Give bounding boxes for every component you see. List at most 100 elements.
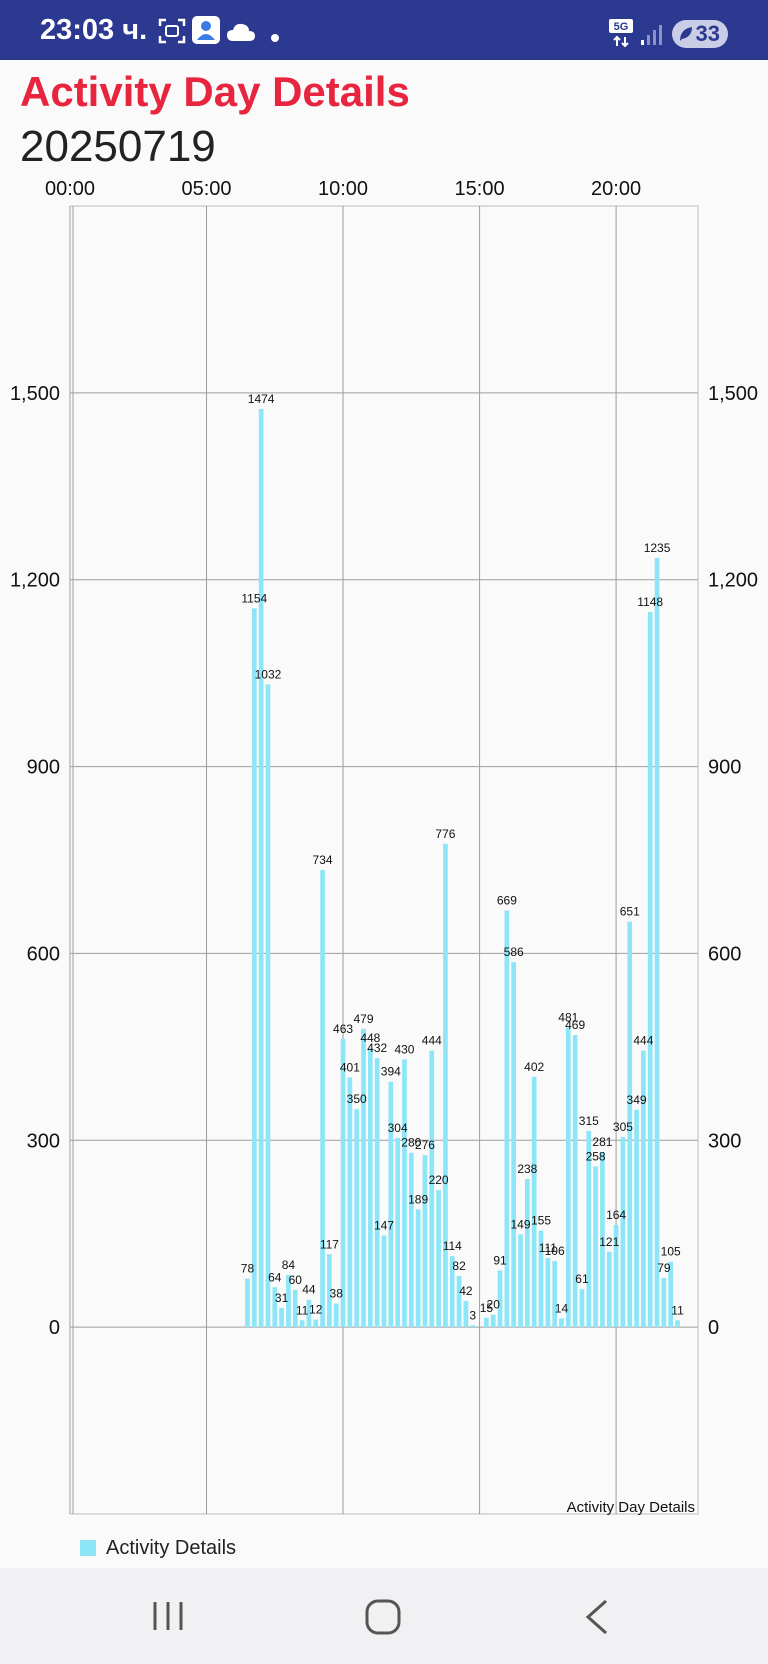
bar[interactable] xyxy=(422,1155,428,1328)
bar[interactable] xyxy=(675,1320,680,1328)
bar[interactable] xyxy=(402,1059,407,1328)
back-icon xyxy=(585,1599,607,1635)
chart-description: Activity Day Details xyxy=(567,1499,695,1516)
bar[interactable] xyxy=(641,1050,646,1328)
bar[interactable] xyxy=(620,1137,626,1328)
bar[interactable] xyxy=(606,1251,612,1328)
bar[interactable] xyxy=(600,1152,605,1328)
bar[interactable] xyxy=(518,1234,523,1328)
bar[interactable] xyxy=(565,1027,571,1328)
bar[interactable] xyxy=(593,1166,598,1328)
bar[interactable] xyxy=(613,1224,619,1328)
bar-value-label: 14 xyxy=(555,1301,569,1315)
bar[interactable] xyxy=(327,1254,332,1328)
bar[interactable] xyxy=(374,1058,380,1328)
chart-bars xyxy=(245,409,680,1328)
bar-value-label: 586 xyxy=(504,945,524,959)
bar-value-label: 3 xyxy=(469,1308,476,1322)
bar[interactable] xyxy=(333,1303,339,1328)
bar[interactable] xyxy=(449,1256,455,1328)
bar[interactable] xyxy=(340,1038,346,1328)
bar-value-label: 64 xyxy=(268,1270,282,1284)
bar[interactable] xyxy=(251,608,257,1328)
bar[interactable] xyxy=(279,1307,284,1328)
bar-value-label: 78 xyxy=(241,1262,255,1276)
bar[interactable] xyxy=(292,1289,298,1328)
bar-value-label: 349 xyxy=(627,1093,647,1107)
bar-value-label: 463 xyxy=(333,1022,353,1036)
bar[interactable] xyxy=(395,1137,401,1328)
bar[interactable] xyxy=(504,910,510,1328)
bar[interactable] xyxy=(367,1048,373,1328)
bar-value-label: 350 xyxy=(347,1092,367,1106)
bar[interactable] xyxy=(313,1319,319,1328)
y-tick-label-right: 1,500 xyxy=(708,383,758,405)
bar[interactable] xyxy=(381,1235,387,1328)
x-tick-label: 05:00 xyxy=(181,178,231,200)
bar[interactable] xyxy=(531,1076,537,1328)
bar[interactable] xyxy=(265,684,271,1328)
bar[interactable] xyxy=(286,1274,291,1328)
bar[interactable] xyxy=(579,1289,585,1328)
bar-value-label: 276 xyxy=(415,1138,435,1152)
bar-value-label: 258 xyxy=(586,1149,606,1163)
bar[interactable] xyxy=(490,1314,496,1328)
bar[interactable] xyxy=(524,1178,530,1328)
signal-icon xyxy=(640,22,664,51)
x-tick-label: 20:00 xyxy=(591,178,641,200)
bar-value-label: 281 xyxy=(592,1135,612,1149)
bar-value-label: 669 xyxy=(497,893,517,907)
svg-text:5G: 5G xyxy=(614,21,629,33)
bar[interactable] xyxy=(559,1318,564,1328)
bar-value-label: 481 xyxy=(558,1011,578,1025)
activity-bar-chart[interactable]: 7811541474103264318460114412734117384634… xyxy=(0,170,768,1520)
bar[interactable] xyxy=(306,1299,312,1328)
back-button[interactable] xyxy=(538,1568,658,1664)
bar-value-label: 432 xyxy=(367,1041,387,1055)
recent-apps-button[interactable] xyxy=(108,1568,228,1664)
bar-value-label: 238 xyxy=(517,1162,537,1176)
bar[interactable] xyxy=(545,1258,551,1328)
network-5g-icon: 5G xyxy=(608,18,636,53)
bar[interactable] xyxy=(484,1317,489,1328)
bar[interactable] xyxy=(258,409,264,1328)
bar[interactable] xyxy=(436,1190,441,1328)
bar[interactable] xyxy=(320,869,325,1328)
bar[interactable] xyxy=(347,1077,353,1328)
account-icon xyxy=(192,16,220,49)
bar-value-label: 189 xyxy=(408,1192,428,1206)
bar-value-label: 11 xyxy=(671,1303,684,1317)
bar[interactable] xyxy=(572,1035,578,1328)
chart-axes: 0 0 300 300 600 600 900 900 1,200 1,200 1,500 1,500… xyxy=(10,178,758,1339)
bar[interactable] xyxy=(654,557,660,1328)
bar[interactable] xyxy=(661,1277,667,1328)
bar[interactable] xyxy=(456,1276,462,1328)
bar[interactable] xyxy=(354,1109,360,1328)
bar[interactable] xyxy=(634,1109,639,1328)
bar[interactable] xyxy=(388,1081,394,1328)
bar[interactable] xyxy=(511,962,517,1328)
bar[interactable] xyxy=(408,1152,414,1328)
bar[interactable] xyxy=(361,1028,366,1328)
bar-value-label: 1474 xyxy=(248,392,275,406)
bar[interactable] xyxy=(538,1230,544,1328)
bar[interactable] xyxy=(443,843,448,1328)
bar[interactable] xyxy=(415,1209,421,1328)
bar-value-label: 105 xyxy=(661,1245,681,1259)
bar-value-label: 734 xyxy=(313,853,333,867)
bar[interactable] xyxy=(586,1130,592,1328)
bar[interactable] xyxy=(470,1325,476,1328)
bar[interactable] xyxy=(299,1320,305,1328)
bar[interactable] xyxy=(463,1300,469,1328)
bar[interactable] xyxy=(429,1050,435,1328)
bar[interactable] xyxy=(245,1278,250,1328)
bar[interactable] xyxy=(497,1270,503,1328)
bar[interactable] xyxy=(627,921,633,1328)
y-tick-label-right: 300 xyxy=(708,1130,741,1152)
bar[interactable] xyxy=(668,1261,674,1328)
bar[interactable] xyxy=(272,1287,278,1328)
bar[interactable] xyxy=(552,1261,558,1328)
home-button[interactable] xyxy=(324,1568,444,1664)
bar-value-label: 444 xyxy=(422,1034,442,1048)
bar[interactable] xyxy=(647,612,653,1328)
